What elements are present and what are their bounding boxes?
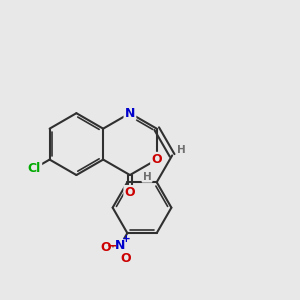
- Text: N: N: [125, 107, 135, 120]
- Text: H: H: [178, 145, 186, 155]
- Text: O: O: [152, 153, 162, 166]
- Text: O: O: [121, 252, 131, 265]
- Text: +: +: [122, 234, 130, 244]
- Text: −: −: [107, 239, 118, 252]
- Text: O: O: [124, 186, 135, 199]
- Text: H: H: [142, 172, 152, 182]
- Text: O: O: [100, 241, 111, 254]
- Text: Cl: Cl: [28, 162, 41, 175]
- Text: N: N: [115, 239, 125, 252]
